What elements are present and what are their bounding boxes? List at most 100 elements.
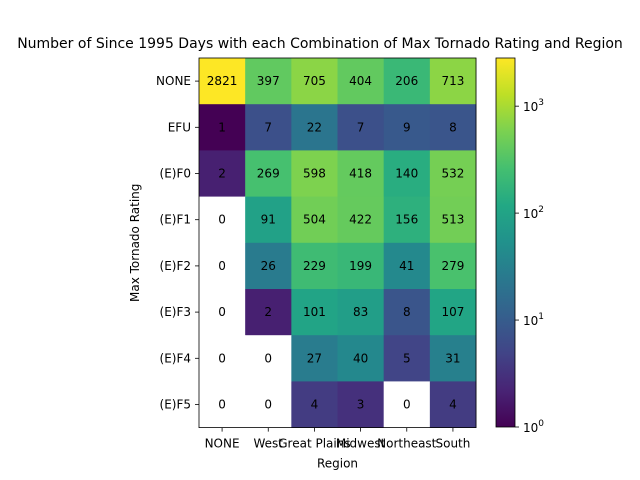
heatmap-cell [337,58,385,105]
x-tick-label: South [435,437,470,451]
cell-value-label: 598 [303,167,326,181]
colorbar-tick-label: 102 [523,205,544,221]
cell-value-label: 22 [307,120,322,134]
heatmap-cell [199,242,246,290]
cell-value-label: 206 [395,74,418,88]
heatmap-cell [245,242,292,290]
y-tick-label: (E)F1 [160,213,191,227]
cell-value-label: 404 [349,74,372,88]
heatmap-cell [429,150,477,197]
heatmap-cell [245,289,292,336]
heatmap-cell [199,58,246,105]
cell-value-label: 269 [257,167,280,181]
colorbar-frame [495,57,516,428]
x-tick-label: Northeast [377,437,437,451]
heatmap-cell [337,335,385,382]
heatmap-cell [429,104,477,151]
heatmap-cell [429,196,477,244]
cell-value-label: 422 [349,213,372,227]
y-axis-ticks: NONE EFU (E)F0 (E)F1 (E)F2 (E)F3 (E)F4 (E)F5 [156,74,199,412]
cell-value-label: 41 [399,259,414,273]
cell-value-label: 9 [403,120,411,134]
cell-value-label: 713 [441,74,464,88]
cell-value-label: 4 [311,398,319,412]
cell-value-label: 27 [307,351,322,365]
cell-value-label: 83 [353,305,368,319]
heatmap-cell [337,196,385,244]
x-tick-label: NONE [205,437,240,451]
cell-value-label: 0 [218,398,226,412]
cell-value-label: 2821 [207,74,238,88]
heatmap-cell [291,104,338,151]
cell-value-label: 0 [218,351,226,365]
cell-value-label: 0 [218,259,226,273]
heatmap-cell [245,335,292,382]
heatmap-cell [245,58,292,105]
cell-value-label: 26 [261,259,276,273]
cell-value-label: 156 [395,213,418,227]
y-tick-label: (E)F4 [160,351,191,365]
cell-value-label: 2 [264,305,272,319]
cell-value-label: 229 [303,259,326,273]
cell-value-label: 8 [449,120,457,134]
cell-value-label: 101 [303,305,326,319]
x-tick-label: West [253,437,283,451]
cell-value-label: 0 [218,213,226,227]
heatmap-cell [337,289,385,336]
y-tick-label: (E)F2 [160,259,191,273]
heatmap-cell [291,381,338,428]
x-tick-label: Midwest [336,437,386,451]
cell-value-label: 0 [264,351,272,365]
x-tick-label: Great Plains [278,437,350,451]
cell-value-label: 4 [449,398,457,412]
heatmap-cell [291,335,338,382]
heatmap-cell [199,289,246,336]
heatmap-cell [199,150,246,197]
cell-value-label: 418 [349,167,372,181]
heatmap-cell [199,196,246,244]
heatmap-cell [337,381,385,428]
heatmap-cell [245,196,292,244]
heatmap-cell [383,242,431,290]
y-tick-label: EFU [168,120,191,134]
cell-value-label: 91 [261,213,276,227]
chart-title: Number of Since 1995 Days with each Comb… [17,36,623,52]
cell-value-label: 532 [441,167,464,181]
heatmap-cell [429,381,477,428]
colorbar: 100 101 102 103 [495,57,544,435]
heatmap-cell [429,242,477,290]
y-tick-label: (E)F5 [160,398,191,412]
heatmap-cell [429,58,477,105]
y-tick-label: NONE [156,74,191,88]
heatmap-cell [199,335,246,382]
colorbar-tick-label: 100 [523,419,544,435]
colorbar-tick-label: 101 [523,312,544,328]
cell-value-label: 3 [357,398,365,412]
heatmap-cell [245,104,292,151]
cell-value-label: 8 [403,305,411,319]
cell-value-label: 279 [441,259,464,273]
heatmap-cell [291,289,338,336]
cell-value-label: 7 [264,120,272,134]
heatmap-cell [383,58,431,105]
colorbar-tick-label: 103 [523,98,544,114]
y-tick-label: (E)F3 [160,305,191,319]
y-axis-label: Max Tornado Rating [128,184,142,302]
heatmap-cell [199,104,246,151]
cell-value-label: 140 [395,167,418,181]
cell-value-label: 31 [445,351,460,365]
colorbar-gradient [496,58,515,427]
cell-value-label: 7 [357,120,365,134]
cell-value-label: 40 [353,351,368,365]
heatmap-cell [429,335,477,382]
heatmap-cell [383,289,431,336]
cell-value-label: 705 [303,74,326,88]
cell-value-label: 1 [218,120,226,134]
heatmap-cell [245,381,292,428]
cell-value-label: 2 [218,167,226,181]
heatmap-cell [337,104,385,151]
heatmap-cell [337,242,385,290]
plot-frame [198,57,477,429]
heatmap-cell [383,381,431,428]
